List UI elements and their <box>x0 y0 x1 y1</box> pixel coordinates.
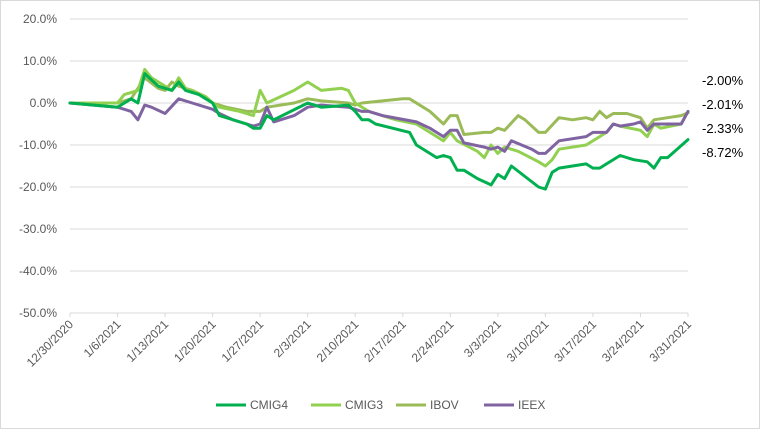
x-tick-label: 1/13/2021 <box>124 317 172 365</box>
end-value-label: -8.72% <box>702 145 744 160</box>
y-tick-label: -30.0% <box>19 222 57 236</box>
end-value-label: -2.33% <box>702 121 744 136</box>
x-tick-label: 2/24/2021 <box>409 317 457 365</box>
x-axis: 12/30/2020 1/6/2021 1/13/2021 1/20/2021 1/27… <box>24 313 694 370</box>
x-tick-label: 12/30/2020 <box>24 317 77 370</box>
x-tick-label: 1/6/2021 <box>81 317 124 360</box>
end-value-label: -2.00% <box>702 73 744 88</box>
end-labels: -2.00% -2.01% -2.33% -8.72% <box>702 73 744 160</box>
y-axis: 20.0% 10.0% 0.0% -10.0% -20.0% -30.0% -40.0% -5… <box>19 12 57 320</box>
x-tick-label: 2/17/2021 <box>361 317 409 365</box>
y-tick-label: -50.0% <box>19 306 57 320</box>
x-tick-label: 3/3/2021 <box>461 317 504 360</box>
legend-label-ibov: IBOV <box>430 398 459 412</box>
end-value-label: -2.01% <box>702 97 744 112</box>
y-tick-label: 20.0% <box>23 12 57 26</box>
x-tick-label: 2/3/2021 <box>271 317 314 360</box>
y-tick-label: -40.0% <box>19 264 57 278</box>
x-tick-label: 3/24/2021 <box>599 317 647 365</box>
y-tick-label: -10.0% <box>19 138 57 152</box>
legend-label-ieex: IEEX <box>518 398 545 412</box>
series-line-cmig4 <box>68 72 690 191</box>
legend: CMIG4 CMIG3 IBOV IEEX <box>216 398 545 412</box>
y-tick-label: 0.0% <box>30 96 58 110</box>
gridlines <box>70 18 688 314</box>
x-tick-label: 3/31/2021 <box>646 317 694 365</box>
x-tick-label: 2/10/2021 <box>314 317 362 365</box>
x-tick-label: 1/27/2021 <box>219 317 267 365</box>
y-tick-label: -20.0% <box>19 180 57 194</box>
legend-label-cmig4: CMIG4 <box>250 398 288 412</box>
x-tick-label: 1/20/2021 <box>171 317 219 365</box>
series-line-ieex <box>68 97 690 155</box>
legend-label-cmig3: CMIG3 <box>345 398 383 412</box>
x-tick-label: 3/17/2021 <box>551 317 599 365</box>
y-tick-label: 10.0% <box>23 54 57 68</box>
x-tick-label: 3/10/2021 <box>504 317 552 365</box>
series-lines <box>68 67 690 191</box>
